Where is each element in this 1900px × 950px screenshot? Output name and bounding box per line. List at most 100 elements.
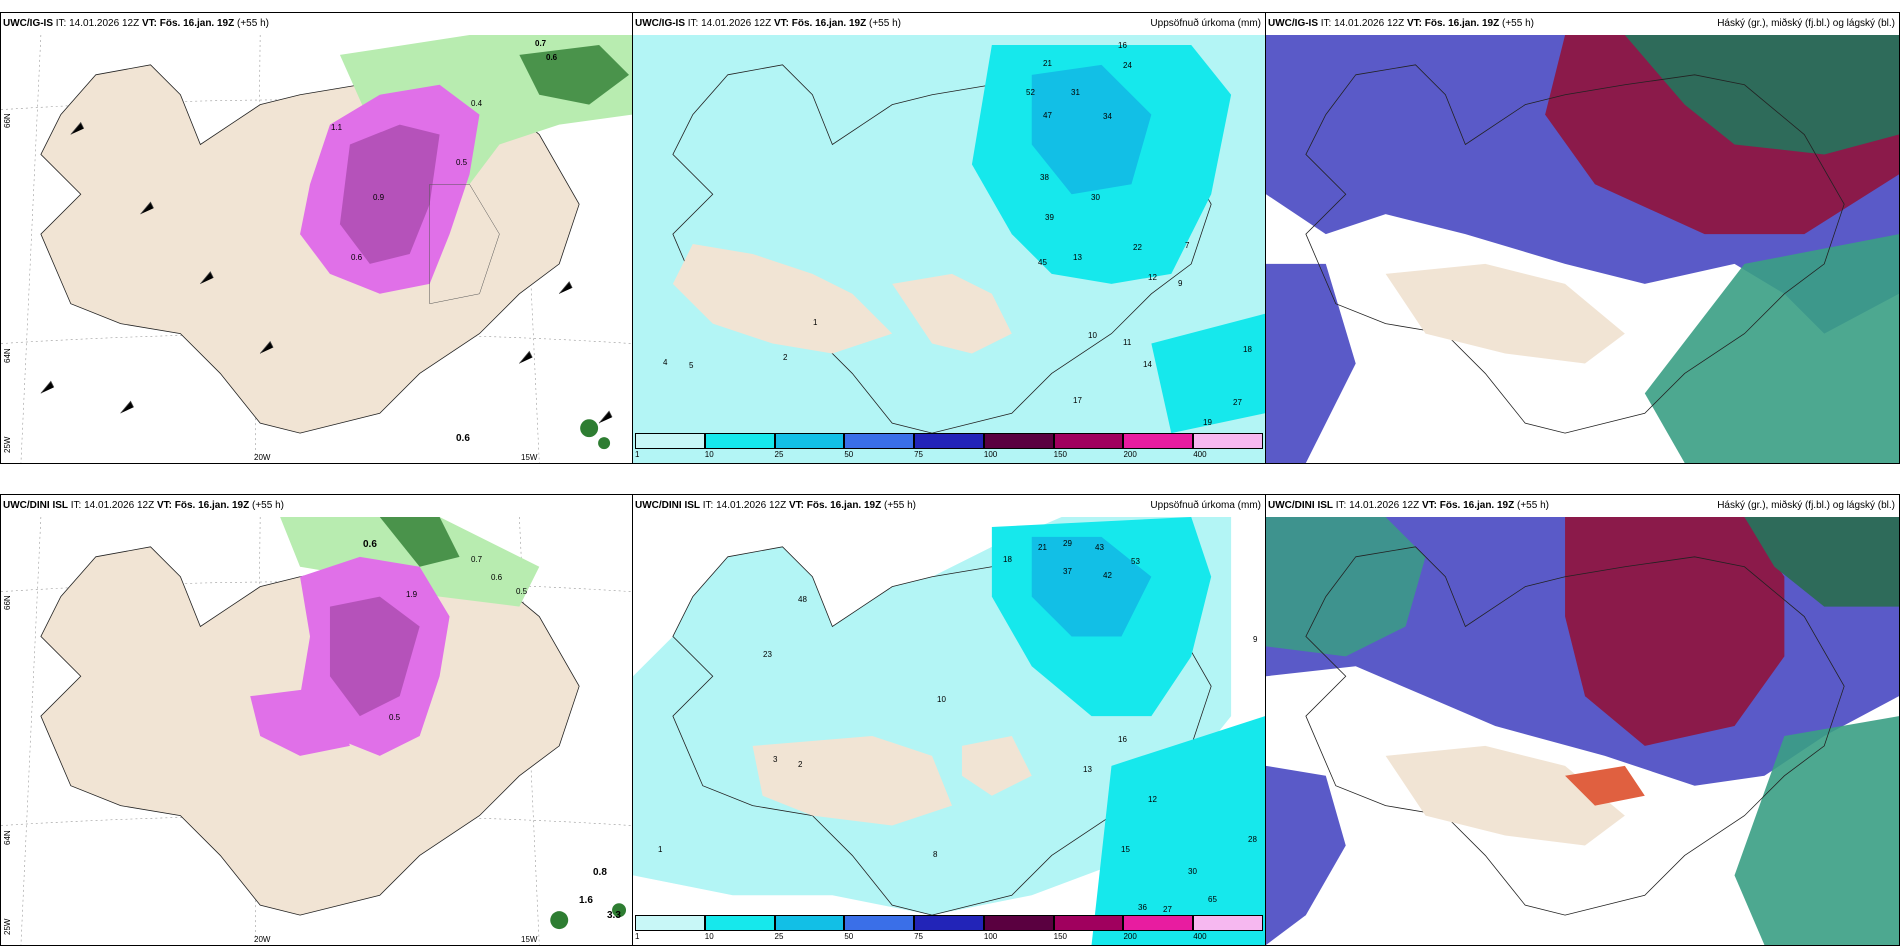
precip-value: 2 [783,353,788,362]
panel-header: UWC/DINI ISL IT: 14.01.2026 12Z VT: Fös.… [633,495,1265,517]
colorbar-swatch [704,433,775,449]
colorbar-tick: 150 [1053,932,1068,941]
precip-value: 52 [1026,88,1035,97]
snow-value: 1.9 [406,590,418,599]
snow-value: 0.5 [456,158,468,167]
snow-value: 0.6 [491,573,503,582]
colorbar-swatch [914,915,984,931]
precip-value: 22 [1133,243,1142,252]
colorbar-swatch [774,915,845,931]
snow-value: 0.8 [593,867,607,878]
map-clouds [1266,35,1899,463]
precip-value: 65 [1208,895,1217,904]
colorbar-swatch [1123,915,1194,931]
panel-header: UWC/IG-IS IT: 14.01.2026 12Z VT: Fös. 16… [633,13,1265,35]
colorbar-tick: 100 [983,932,998,941]
map-precip [633,517,1265,945]
colorbar-tick: 200 [1123,450,1137,459]
precip-value: 8 [933,850,938,859]
snow-value: 0.6 [546,53,558,62]
precip-value: 17 [1073,396,1082,405]
snow-value: 0.9 [373,193,385,202]
snow-value: 0.7 [471,555,483,564]
colorbar-tick: 10 [704,932,714,941]
snow-value: 0.5 [516,587,528,596]
colorbar-swatch [704,915,775,931]
panel-header: UWC/DINI ISL IT: 14.01.2026 12Z VT: Fös.… [1266,495,1899,517]
precip-value: 3 [773,755,778,764]
snow-value: 0.6 [456,433,470,444]
panel-precip-dini: UWC/DINI ISL IT: 14.01.2026 12Z VT: Fös.… [632,494,1266,946]
snow-value: 0.6 [363,539,377,550]
colorbar-tick: 75 [914,932,924,941]
colorbar-swatch [1053,915,1124,931]
precip-value: 1 [813,318,818,327]
colorbar-swatch [914,433,984,449]
colorbar-swatch [774,433,845,449]
precip-value: 18 [1243,345,1252,354]
map-precip [633,35,1265,463]
lat-label-66: 66N [3,113,12,128]
colorbar-tick: 400 [1193,450,1207,459]
colorbar-swatch [983,915,1054,931]
panel-ptype-iggis: UWC/IG-IS IT: 14.01.2026 12Z VT: Fös. 16… [0,12,633,464]
colorbar-tick: 200 [1123,932,1137,941]
colorbar-tick: 1 [635,932,640,941]
panel-header: UWC/DINI ISL IT: 14.01.2026 12Z VT: Fös.… [1,495,632,517]
map-ptype [1,517,632,945]
colorbar-swatch [844,433,915,449]
precip-value: 45 [1038,258,1047,267]
precip-value: 31 [1071,88,1080,97]
snow-value: 3.3 [607,910,621,921]
panel-ptype-dini: UWC/DINI ISL IT: 14.01.2026 12Z VT: Fös.… [0,494,633,946]
precip-value: 21 [1038,543,1047,552]
colorbar: 1 10 25 50 75 100 150 200 400 [635,433,1263,461]
colorbar-swatch [1053,433,1124,449]
precip-value: 37 [1063,567,1072,576]
precip-value: 23 [763,650,772,659]
colorbar-tick: 10 [704,450,714,459]
precip-value: 18 [1003,555,1012,564]
precip-value: 13 [1073,253,1082,262]
snow-value: 1.1 [331,123,343,132]
colorbar-tick: 25 [774,932,784,941]
colorbar-swatch [1123,433,1194,449]
lon-label-25: 25W [3,436,12,453]
precip-value: 39 [1045,213,1054,222]
colorbar-tick: 100 [983,450,998,459]
precip-value: 21 [1043,59,1052,68]
snow-value: 0.7 [535,39,547,48]
colorbar-tick: 50 [844,932,854,941]
lon-label-25: 25W [3,918,12,935]
precip-value: 12 [1148,795,1157,804]
precip-value: 36 [1138,903,1147,912]
panel-header: UWC/IG-IS IT: 14.01.2026 12Z VT: Fös. 16… [1266,13,1899,35]
precip-value: 27 [1163,905,1172,914]
colorbar-tick: 25 [774,450,784,459]
precip-value: 12 [1148,273,1157,282]
precip-value: 24 [1123,61,1132,70]
colorbar-swatch [1193,915,1263,931]
precip-value: 28 [1248,835,1257,844]
colorbar-swatch [635,433,705,449]
lon-label-15: 15W [521,935,538,944]
precip-value: 14 [1143,360,1152,369]
panel-clouds-iggis: UWC/IG-IS IT: 14.01.2026 12Z VT: Fös. 16… [1265,12,1900,464]
snow-value: 0.5 [389,713,401,722]
precip-value: 53 [1131,557,1140,566]
precip-value: 42 [1103,571,1112,580]
precip-value: 10 [937,695,946,704]
colorbar-tick: 50 [844,450,854,459]
precip-value: 29 [1063,539,1072,548]
lat-label-64: 64N [3,348,12,363]
precip-value: 34 [1103,112,1112,121]
snow-value: 0.4 [471,99,483,108]
lat-label-64: 64N [3,830,12,845]
panel-clouds-dini: UWC/DINI ISL IT: 14.01.2026 12Z VT: Fös.… [1265,494,1900,946]
snow-value: 1.6 [579,895,593,906]
lon-label-15: 15W [521,453,538,462]
precip-value: 16 [1118,735,1127,744]
lon-label-20: 20W [254,935,271,944]
lon-label-20: 20W [254,453,271,462]
colorbar-tick: 1 [635,450,640,459]
